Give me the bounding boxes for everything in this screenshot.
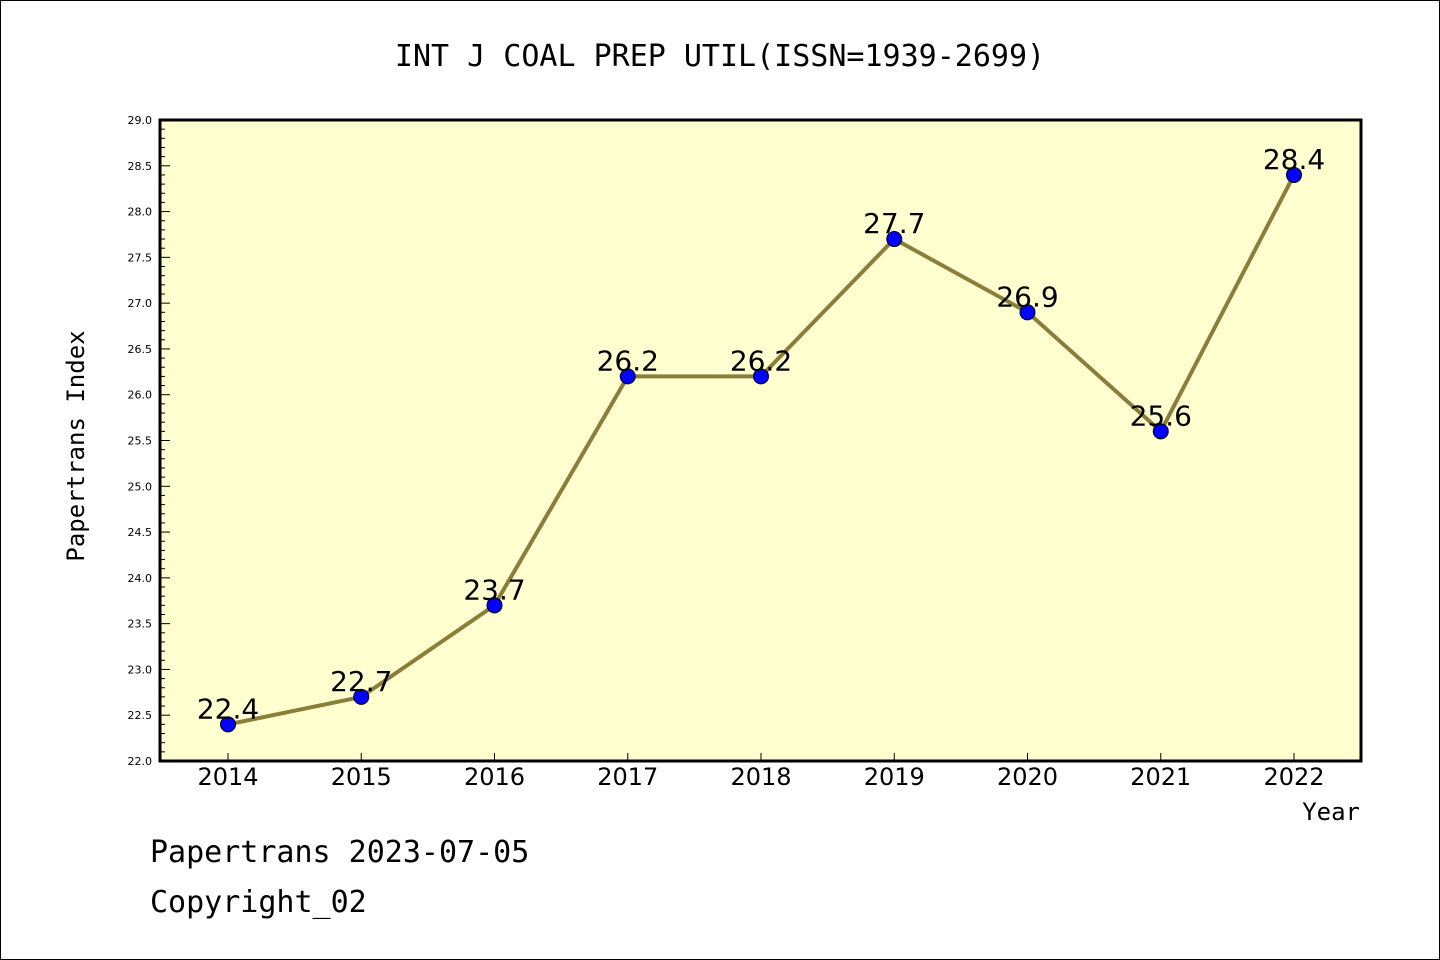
chart-title: INT J COAL PREP UTIL(ISSN=1939-2699) bbox=[395, 39, 1045, 74]
x-tick-label: 2014 bbox=[197, 763, 258, 791]
data-label: 26.9 bbox=[996, 280, 1058, 313]
y-tick-label: 28.0 bbox=[128, 206, 153, 219]
data-label: 23.7 bbox=[463, 573, 525, 606]
data-points bbox=[220, 166, 1302, 733]
data-label: 22.7 bbox=[330, 665, 392, 698]
data-point bbox=[1286, 166, 1302, 183]
data-point bbox=[486, 597, 503, 614]
x-tick-label: 2020 bbox=[997, 763, 1058, 791]
x-tick-label: 2015 bbox=[331, 763, 392, 791]
x-tick-label: 2021 bbox=[1130, 763, 1191, 791]
data-point bbox=[1152, 423, 1169, 440]
y-tick-label: 26.0 bbox=[128, 389, 153, 402]
data-label: 26.2 bbox=[597, 344, 659, 377]
data-point bbox=[619, 368, 636, 385]
data-label: 26.2 bbox=[730, 344, 792, 377]
y-tick-label: 29.0 bbox=[128, 114, 153, 127]
y-axis: 22.0 22.5 23.0 23.5 24.0 24.5 25.0 25.5 26.0 26.5… bbox=[128, 114, 170, 768]
x-tick-label: 2019 bbox=[864, 763, 925, 791]
data-point bbox=[220, 716, 236, 733]
data-point bbox=[886, 231, 903, 248]
y-tick-label: 23.5 bbox=[128, 618, 153, 631]
y-tick-label: 22.0 bbox=[128, 755, 153, 768]
y-tick-label: 24.5 bbox=[128, 526, 153, 539]
data-point bbox=[353, 688, 370, 705]
y-tick-label: 25.5 bbox=[128, 435, 153, 448]
data-label: 28.4 bbox=[1263, 143, 1325, 176]
y-tick-label: 27.0 bbox=[128, 297, 153, 310]
x-tick-label: 2016 bbox=[464, 763, 525, 791]
y-tick-label: 28.5 bbox=[128, 160, 153, 173]
y-axis-label: Papertrans Index bbox=[62, 330, 90, 561]
y-tick-label: 26.5 bbox=[128, 343, 153, 356]
y-tick-label: 24.0 bbox=[128, 572, 153, 585]
y-tick-label: 25.0 bbox=[128, 480, 153, 493]
data-labels: 22.4 22.7 23.7 26.2 26.2 27.7 26.9 25.6 28.4 bbox=[197, 143, 1325, 725]
data-label: 22.4 bbox=[197, 692, 259, 725]
x-tick-label: 2018 bbox=[730, 763, 791, 791]
plot-area bbox=[158, 118, 1363, 763]
footer-copyright: Copyright_02 bbox=[150, 885, 367, 920]
y-tick-label: 22.5 bbox=[128, 709, 153, 722]
data-label: 25.6 bbox=[1130, 399, 1192, 432]
data-point bbox=[1019, 304, 1036, 321]
y-tick-label: 27.5 bbox=[128, 251, 153, 264]
data-label: 27.7 bbox=[863, 207, 925, 240]
x-tick-label: 2017 bbox=[597, 763, 658, 791]
x-axis: 2014 2015 2016 2017 2018 2019 2020 2021 2022 bbox=[197, 753, 1325, 791]
x-axis-label: Year bbox=[1302, 798, 1360, 826]
data-point bbox=[753, 368, 769, 385]
x-tick-label: 2022 bbox=[1263, 763, 1324, 791]
y-tick-label: 23.0 bbox=[128, 663, 153, 676]
footer-date: Papertrans 2023-07-05 bbox=[150, 835, 530, 870]
